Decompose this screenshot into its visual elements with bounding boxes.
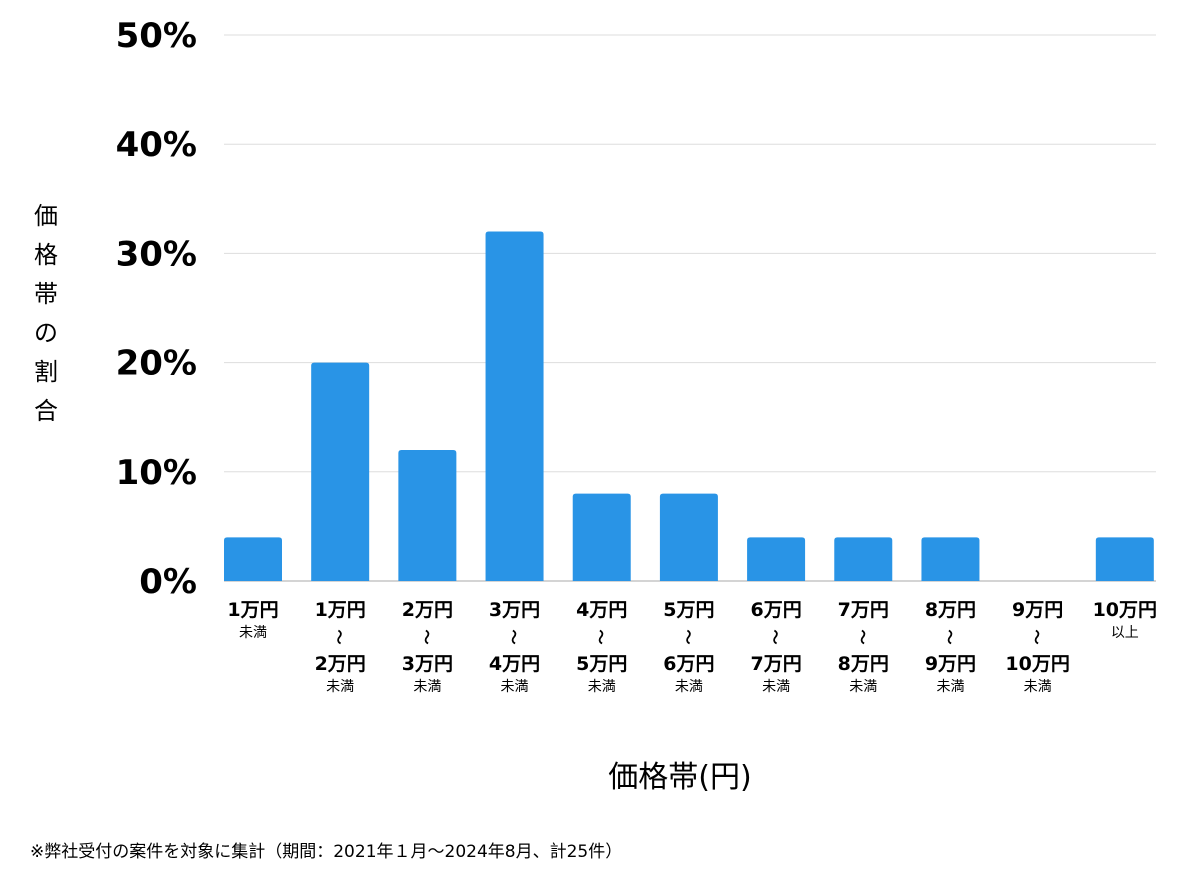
y-axis-label-char: 帯 xyxy=(34,280,58,308)
x-tick-suffix: 未満 xyxy=(588,679,616,695)
x-tick-price-to: 2万円 xyxy=(315,653,366,675)
x-tick-price-from: 6万円 xyxy=(750,599,801,621)
range-mark: 〜 xyxy=(1028,629,1046,644)
y-tick-label: 20% xyxy=(116,344,197,384)
x-tick-price-to: 10万円 xyxy=(1005,653,1069,675)
x-tick-suffix: 未満 xyxy=(936,679,964,695)
y-tick-label: 0% xyxy=(139,562,197,602)
bars xyxy=(224,231,1154,581)
range-mark: 〜 xyxy=(853,629,871,644)
bar xyxy=(572,493,631,581)
gridlines xyxy=(224,34,1156,582)
y-tick-labels: 0% 10% 20% 30% 40% 50% xyxy=(116,16,197,602)
x-tick-price-to: 8万円 xyxy=(838,653,889,675)
y-tick-label: 30% xyxy=(116,234,197,274)
x-tick-suffix: 以上 xyxy=(1111,625,1139,641)
x-tick-suffix: 未満 xyxy=(501,679,529,695)
x-tick-price-to: 7万円 xyxy=(750,653,801,675)
x-tick-price-from: 9万円 xyxy=(1012,599,1063,621)
x-tick-price-from: 1万円 xyxy=(315,599,366,621)
x-tick-price-to: 3万円 xyxy=(402,653,453,675)
y-axis-label-char: の xyxy=(34,319,58,347)
bar xyxy=(398,449,457,581)
x-tick-labels: 1万円未満1万円〜2万円未満2万円〜3万円未満3万円〜4万円未満4万円〜5万円未… xyxy=(227,599,1157,695)
y-axis-label-char: 合 xyxy=(34,397,58,425)
x-tick-suffix: 未満 xyxy=(1024,679,1052,695)
x-tick-price-from: 2万円 xyxy=(402,599,453,621)
x-tick-suffix: 未満 xyxy=(413,679,441,695)
bar xyxy=(1095,537,1154,581)
x-tick-price-from: 10万円 xyxy=(1093,599,1157,621)
x-tick-price-from: 5万円 xyxy=(663,599,714,621)
bar xyxy=(485,231,544,581)
bar xyxy=(921,537,980,581)
y-axis-label-char: 価 xyxy=(34,202,58,230)
x-tick-price-to: 6万円 xyxy=(663,653,714,675)
bar xyxy=(311,362,370,581)
range-mark: 〜 xyxy=(505,629,523,644)
footnote: ※弊社受付の案件を対象に集計（期間：2021年１月〜2024年8月、計25件） xyxy=(30,842,622,862)
x-axis-label: 価格帯(円) xyxy=(608,760,751,795)
range-mark: 〜 xyxy=(330,629,348,644)
x-tick-suffix: 未満 xyxy=(675,679,703,695)
y-tick-label: 10% xyxy=(116,453,197,493)
bar xyxy=(224,537,282,581)
x-tick-price-to: 9万円 xyxy=(925,653,976,675)
x-tick-suffix: 未満 xyxy=(239,625,267,641)
range-mark: 〜 xyxy=(940,629,958,644)
x-tick-price-from: 4万円 xyxy=(576,599,627,621)
y-tick-label: 50% xyxy=(116,16,197,56)
x-tick-price-to: 5万円 xyxy=(576,653,627,675)
y-axis-label-char: 格 xyxy=(34,241,58,269)
x-tick-price-from: 3万円 xyxy=(489,599,540,621)
x-tick-price-from: 8万円 xyxy=(925,599,976,621)
range-mark: 〜 xyxy=(766,629,784,644)
y-axis-label-char: 割 xyxy=(34,358,58,386)
range-mark: 〜 xyxy=(417,629,435,644)
bar xyxy=(747,537,806,581)
x-tick-price-to: 4万円 xyxy=(489,653,540,675)
x-tick-suffix: 未満 xyxy=(849,679,877,695)
bar xyxy=(834,537,893,581)
range-mark: 〜 xyxy=(592,629,610,644)
x-tick-price-from: 1万円 xyxy=(227,599,278,621)
y-tick-label: 40% xyxy=(116,125,197,165)
range-mark: 〜 xyxy=(679,629,697,644)
x-tick-price-from: 7万円 xyxy=(838,599,889,621)
x-tick-suffix: 未満 xyxy=(762,679,790,695)
bar xyxy=(659,493,718,581)
x-tick-suffix: 未満 xyxy=(326,679,354,695)
